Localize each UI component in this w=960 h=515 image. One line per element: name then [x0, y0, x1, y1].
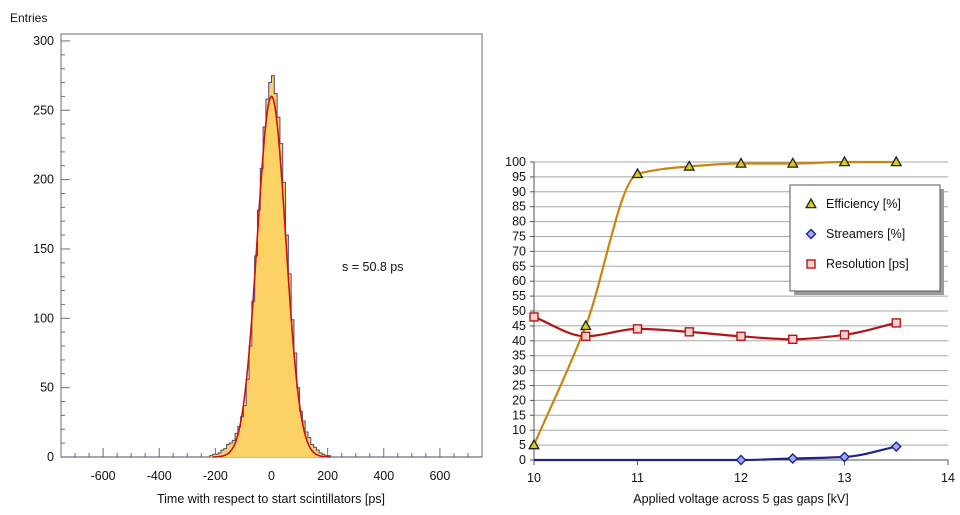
data-point-diamond	[735, 454, 747, 466]
sigma-annotation: s = 50.8 ps	[342, 260, 404, 274]
line-chart-x-tick-label: 10	[527, 471, 541, 485]
histogram-x-tick-label: -600	[91, 469, 116, 483]
histogram-ticks	[61, 40, 469, 458]
line-chart-x-tick-label: 12	[734, 471, 748, 485]
line-chart-y-tick-label: 35	[512, 349, 526, 363]
histogram-x-tick-label: 200	[317, 469, 338, 483]
legend-entries: Efficiency [%] Streamers [%] Resolution [p…	[805, 197, 909, 271]
data-point-triangle	[838, 155, 851, 167]
legend-marker-triangle	[805, 197, 817, 209]
data-point-square	[632, 324, 643, 334]
histogram-outline	[61, 75, 482, 458]
data-point-square	[736, 331, 746, 342]
line-chart-y-tick-label: 15	[512, 408, 526, 422]
histogram-y-tick-label: 200	[33, 173, 54, 187]
line-chart-y-tick-label: 20	[512, 393, 526, 407]
line-chart-y-tick-labels: 0510152025303540455055606570758085909510…	[505, 155, 526, 467]
line-chart-y-tick-label: 95	[512, 170, 526, 184]
data-point-triangle	[890, 155, 903, 167]
data-point-triangle	[528, 438, 540, 450]
legend-marker-square	[806, 259, 816, 269]
line-chart-x-tick-label: 14	[941, 471, 955, 485]
line-chart-y-tick-label: 90	[512, 185, 526, 199]
histogram-x-tick-label: 0	[268, 469, 275, 483]
line-chart-x-tick-labels: 10 11 12 13 14	[527, 471, 955, 485]
line-chart-y-tick-label: 75	[512, 230, 526, 244]
data-point-square	[581, 331, 591, 342]
histogram-y-tick-label: 50	[40, 381, 54, 395]
line-chart-x-tick-label: 13	[838, 471, 852, 485]
histogram-panel: -600 -400 -200 0 200 400 600 0 50 100 150 200 250 30…	[10, 11, 483, 506]
data-point-square	[684, 327, 694, 337]
data-point-diamond	[787, 453, 799, 464]
line-chart-y-tick-label: 85	[512, 200, 526, 214]
data-point-square	[891, 318, 901, 328]
line-chart-y-tick-label: 65	[512, 259, 526, 273]
histogram-y-tick-label: 0	[47, 450, 54, 464]
line-chart-x-axis-label: Applied voltage across 5 gas gaps [kV]	[633, 492, 848, 506]
data-point-square	[839, 330, 850, 340]
histogram-x-axis-label: Time with respect to start scintillators…	[157, 492, 385, 506]
line-chart-panel: 10 11 12 13 14 05101520253035404550556065707…	[505, 155, 955, 506]
line-chart-y-tick-label: 0	[519, 453, 526, 467]
histogram-y-tick-labels: 0 50 100 150 200 250 300	[33, 34, 54, 464]
data-point-triangle	[631, 167, 644, 179]
line-chart-y-tick-label: 100	[505, 155, 526, 169]
gaussian-fit-curve	[212, 95, 331, 458]
data-point-triangle	[786, 157, 799, 168]
legend-marker-diamond	[805, 228, 817, 240]
data-point-triangle	[735, 157, 747, 168]
histogram-x-tick-label: -400	[147, 469, 172, 483]
line-chart-series	[528, 155, 903, 466]
line-chart-y-tick-label: 30	[512, 364, 526, 378]
data-point-square	[529, 312, 539, 322]
histogram-x-tick-label: -200	[203, 469, 228, 483]
line-chart-y-tick-label: 5	[519, 438, 526, 452]
line-chart-y-tick-label: 50	[512, 304, 526, 318]
histogram-y-tick-label: 300	[33, 34, 54, 48]
line-chart-y-tick-label: 80	[512, 215, 526, 229]
line-chart-y-tick-label: 60	[512, 274, 526, 288]
legend: Efficiency [%] Streamers [%] Resolution [p…	[789, 184, 944, 295]
line-chart-x-tick-label: 11	[631, 471, 644, 485]
data-point-triangle	[683, 160, 696, 171]
histogram-y-tick-label: 250	[33, 103, 54, 117]
histogram-y-axis-label: Entries	[10, 11, 47, 25]
histogram-y-tick-label: 150	[33, 242, 54, 256]
legend-entry-label: Efficiency [%]	[826, 197, 901, 211]
histogram-y-tick-label: 100	[33, 311, 54, 325]
legend-entry-label: Resolution [ps]	[826, 257, 909, 271]
histogram-bars-fill	[61, 75, 331, 457]
data-point-square	[788, 334, 798, 345]
legend-entry-label: Streamers [%]	[826, 227, 905, 241]
line-chart-y-tick-label: 70	[512, 244, 526, 258]
line-chart-y-tick-label: 55	[512, 289, 526, 303]
line-chart-y-tick-label: 25	[512, 379, 526, 393]
histogram-x-tick-labels: -600 -400 -200 0 200 400 600	[91, 469, 451, 483]
series-triangle	[528, 155, 903, 450]
line-chart-y-tick-label: 40	[512, 334, 526, 348]
data-point-diamond	[890, 441, 902, 453]
histogram-x-tick-label: 600	[429, 469, 450, 483]
legend-box	[789, 184, 941, 292]
histogram-x-tick-label: 400	[373, 469, 394, 483]
data-point-diamond	[839, 451, 850, 463]
series-square	[529, 312, 901, 345]
line-chart-y-tick-label: 45	[512, 319, 526, 333]
line-chart-y-tick-label: 10	[512, 423, 526, 437]
data-point-triangle	[579, 319, 592, 331]
series-diamond	[533, 441, 902, 466]
